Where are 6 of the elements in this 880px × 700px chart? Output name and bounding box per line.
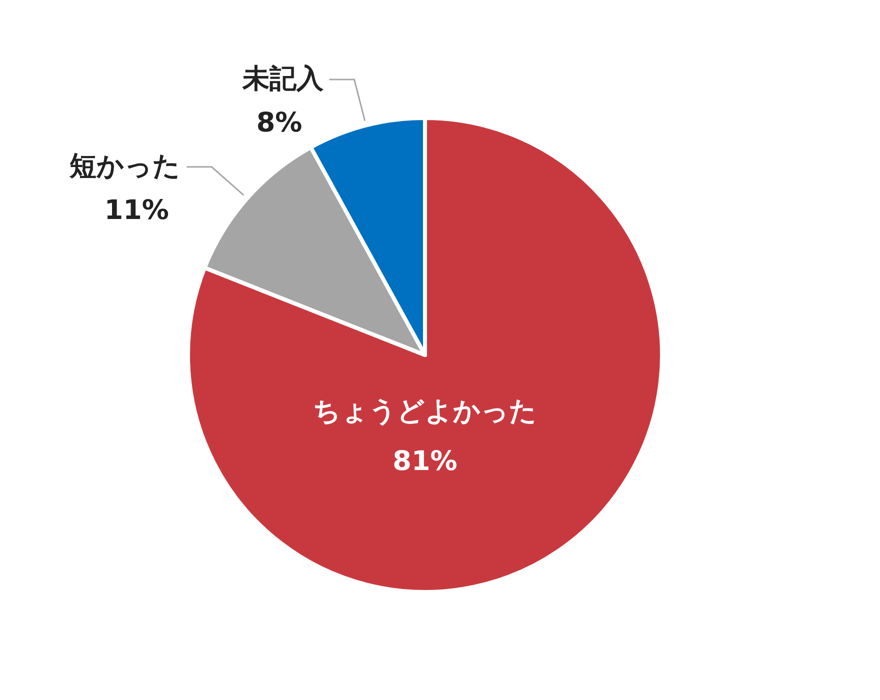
data-label: 81% [392,446,458,477]
slice-label: 未記入 [241,64,324,95]
slice-label: 短かった [68,150,181,182]
data-label: 8% [256,108,302,139]
slice-label: ちょうどよかった [313,396,537,427]
data-label: 11% [104,194,169,226]
